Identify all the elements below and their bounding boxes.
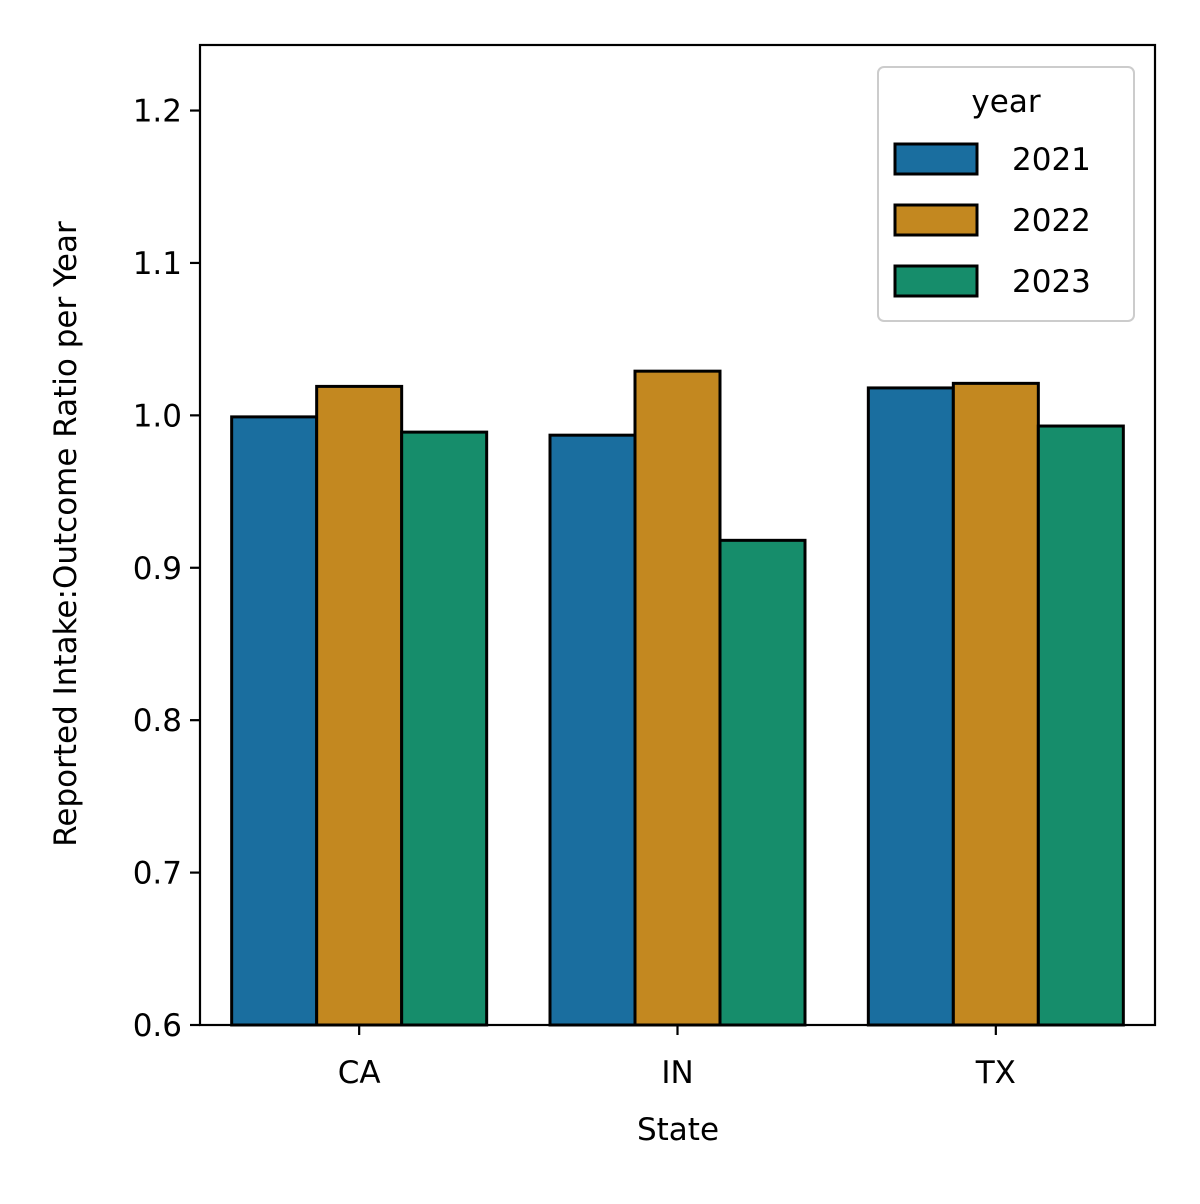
y-tick-label: 0.8 [133,703,182,739]
x-axis: CA IN TX [338,1025,1016,1091]
x-tick-label: CA [338,1055,381,1091]
y-tick-label: 1.0 [133,398,182,434]
bar-tx-2023 [1036,424,1125,1027]
legend-swatch-2021 [893,142,979,176]
legend: year 2021 2022 2023 [877,66,1135,322]
x-tick-label: IN [661,1055,693,1091]
y-tick-label: 0.6 [133,1008,182,1044]
bar-ca-2022 [315,384,404,1027]
bar-tx-2021 [866,386,955,1027]
bars-layer [230,369,1125,1027]
y-tick-label: 0.9 [133,551,182,587]
x-axis-label: State [637,1112,719,1148]
legend-label-2022: 2022 [1012,203,1091,239]
bar-in-2022 [633,369,722,1027]
y-tick-label: 1.1 [133,246,182,282]
bar-in-2021 [548,433,637,1027]
legend-swatch-2023 [893,264,979,298]
y-axis: 0.6 0.7 0.8 0.9 1.0 1.1 1.2 [133,94,200,1044]
bar-ca-2023 [400,430,489,1027]
legend-title: year [971,84,1040,120]
legend-frame [877,66,1135,322]
x-tick-label: TX [975,1055,1016,1091]
y-tick-label: 1.2 [133,94,182,130]
legend-swatch-2022 [893,203,979,237]
y-axis-label: Reported Intake:Outcome Ratio per Year [48,221,84,847]
bar-tx-2022 [951,381,1040,1027]
bar-ca-2021 [230,415,319,1027]
bar-in-2023 [718,538,807,1027]
y-tick-label: 0.7 [133,856,182,892]
legend-label-2021: 2021 [1012,142,1091,178]
legend-label-2023: 2023 [1012,264,1091,300]
